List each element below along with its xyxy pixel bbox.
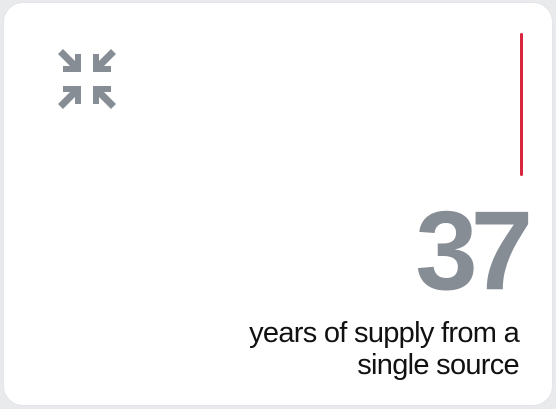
stat-caption: years of supply from a single source <box>159 317 520 381</box>
stat-caption-line-1: years of supply from a <box>249 317 520 349</box>
stat-value: 37 <box>415 188 533 313</box>
stat-card: 37 years of supply from a single source <box>3 2 553 406</box>
accent-divider <box>520 33 523 176</box>
compress-arrows-icon <box>58 49 116 109</box>
stat-caption-line-2: single source <box>357 349 519 381</box>
